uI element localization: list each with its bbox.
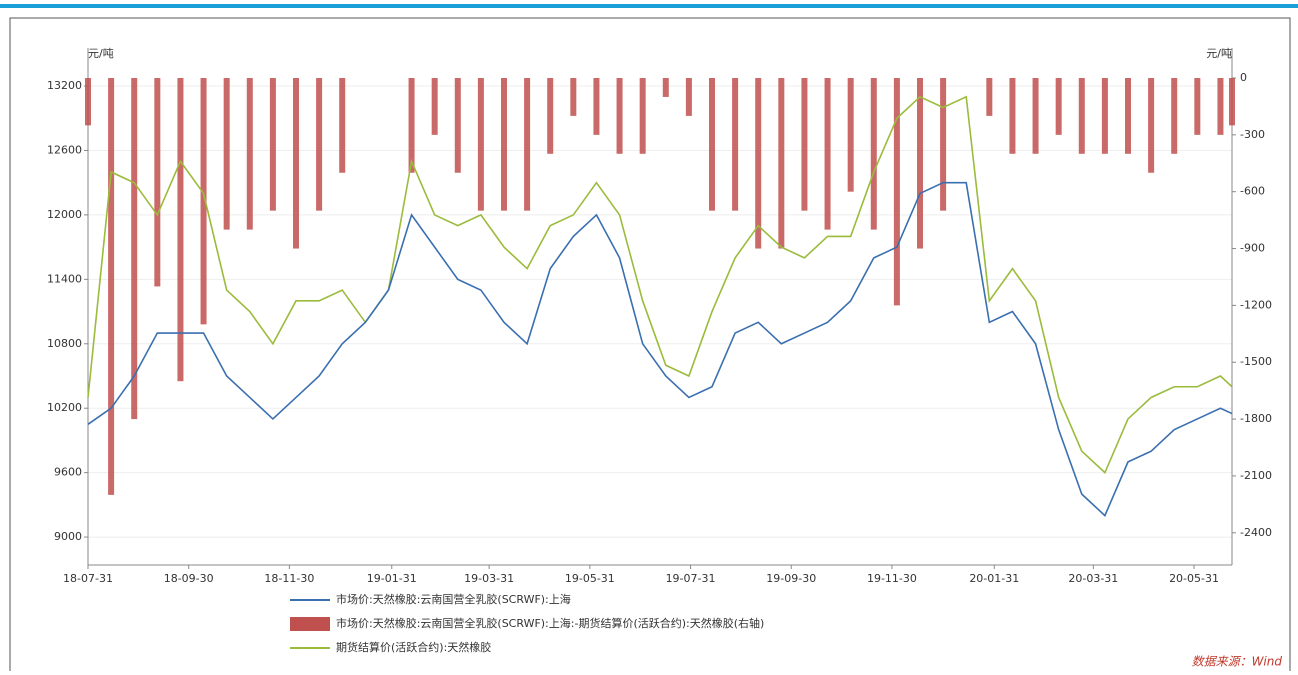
bar bbox=[709, 78, 715, 211]
y2-tick-label: 0 bbox=[1240, 71, 1247, 84]
line bbox=[87, 95, 1233, 475]
bar bbox=[454, 78, 461, 173]
legend-label: 期货结算价(活跃合约):天然橡胶 bbox=[336, 640, 491, 654]
bar bbox=[524, 78, 531, 211]
x-tick-label: 20-03-31 bbox=[1068, 572, 1118, 585]
bar bbox=[293, 78, 299, 249]
bar bbox=[269, 78, 276, 211]
y2-unit: 元/吨 bbox=[1206, 47, 1232, 60]
bar bbox=[154, 78, 161, 287]
y-tick-label: 12000 bbox=[47, 208, 82, 221]
bar bbox=[616, 78, 623, 154]
y-tick-label: 12600 bbox=[47, 143, 82, 156]
bar bbox=[1194, 78, 1201, 135]
y2-tick-label: -300 bbox=[1240, 128, 1265, 141]
bar bbox=[1217, 78, 1224, 135]
y-tick-label: 10200 bbox=[47, 401, 82, 414]
bar bbox=[223, 78, 230, 230]
frame bbox=[9, 17, 1291, 675]
y2-tick-label: -1500 bbox=[1240, 355, 1272, 368]
bar bbox=[1032, 78, 1039, 154]
x-tick-label: 19-05-31 bbox=[565, 572, 615, 585]
y2-tick-label: -1800 bbox=[1240, 412, 1272, 425]
bar bbox=[246, 78, 253, 230]
bar bbox=[316, 78, 323, 211]
y-tick-label: 9000 bbox=[54, 530, 82, 543]
legend-swatch bbox=[290, 617, 330, 631]
x-tick-label: 18-11-30 bbox=[264, 572, 314, 585]
bar bbox=[408, 78, 415, 173]
bar bbox=[755, 78, 762, 249]
x-tick-label: 19-11-30 bbox=[867, 572, 917, 585]
bar bbox=[477, 78, 484, 211]
bar bbox=[108, 78, 115, 495]
bar bbox=[1009, 78, 1016, 154]
bar bbox=[732, 78, 739, 211]
bar bbox=[1125, 78, 1131, 154]
bar bbox=[1101, 78, 1108, 154]
bar bbox=[1055, 78, 1062, 135]
x-tick-label: 19-01-31 bbox=[367, 572, 417, 585]
x-tick-label: 19-07-31 bbox=[666, 572, 716, 585]
y2-tick-label: -2100 bbox=[1240, 469, 1272, 482]
bar bbox=[177, 78, 184, 382]
x-tick-label: 18-09-30 bbox=[164, 572, 214, 585]
bar bbox=[986, 78, 993, 116]
bar bbox=[547, 78, 554, 154]
bar bbox=[824, 78, 831, 230]
bar bbox=[200, 78, 207, 325]
bar bbox=[940, 78, 947, 211]
bar bbox=[662, 78, 669, 97]
y-tick-label: 11400 bbox=[47, 272, 82, 285]
y2-tick-label: -900 bbox=[1240, 242, 1265, 255]
y2-tick-label: -2400 bbox=[1240, 526, 1272, 539]
bar bbox=[639, 78, 646, 154]
y-tick-label: 10800 bbox=[47, 337, 82, 350]
x-tick-label: 19-03-31 bbox=[464, 572, 514, 585]
x-tick-label: 20-01-31 bbox=[969, 572, 1019, 585]
bar bbox=[685, 78, 692, 116]
bar bbox=[1171, 78, 1178, 154]
bar bbox=[847, 78, 854, 192]
line bbox=[87, 181, 1233, 517]
bar bbox=[917, 78, 923, 249]
y2-tick-label: -1200 bbox=[1240, 298, 1272, 311]
y-tick-label: 9600 bbox=[54, 466, 82, 479]
top-bar bbox=[0, 4, 1298, 8]
bar bbox=[801, 78, 808, 211]
bar bbox=[339, 78, 346, 173]
bar bbox=[593, 78, 600, 135]
bar bbox=[1078, 78, 1085, 154]
bar bbox=[778, 78, 785, 249]
bar bbox=[570, 78, 577, 116]
bar bbox=[1229, 78, 1235, 126]
x-tick-label: 19-09-30 bbox=[766, 572, 816, 585]
y2-tick-label: -600 bbox=[1240, 185, 1265, 198]
bar bbox=[893, 78, 900, 306]
bar bbox=[85, 78, 91, 126]
bar bbox=[131, 78, 138, 420]
legend-label: 市场价:天然橡胶:云南国营全乳胶(SCRWF):上海:-期货结算价(活跃合约):… bbox=[336, 616, 764, 630]
bar bbox=[501, 78, 507, 211]
x-tick-label: 20-05-31 bbox=[1169, 572, 1219, 585]
bar bbox=[431, 78, 438, 135]
source: 数据来源：Wind bbox=[1192, 655, 1283, 669]
bar bbox=[870, 78, 877, 230]
legend-label: 市场价:天然橡胶:云南国营全乳胶(SCRWF):上海 bbox=[336, 592, 571, 606]
y-tick-label: 13200 bbox=[47, 79, 82, 92]
x-tick-label: 18-07-31 bbox=[63, 572, 113, 585]
bar bbox=[1148, 78, 1155, 173]
y-unit: 元/吨 bbox=[88, 47, 114, 60]
